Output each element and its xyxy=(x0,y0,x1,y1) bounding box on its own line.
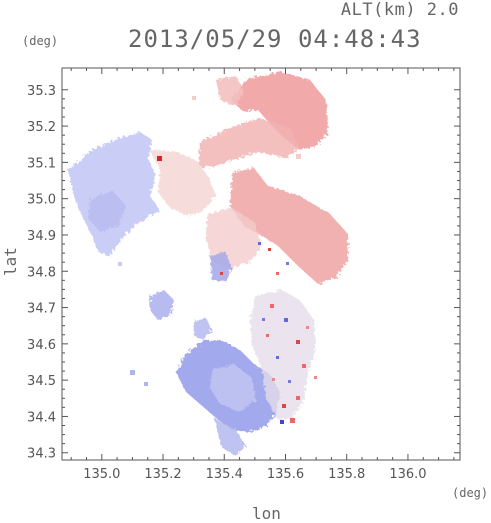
velocity-patch-blue-nw-inner xyxy=(88,190,126,232)
y-tick-label: 34.6 xyxy=(27,338,56,353)
x-tick-label: 135.8 xyxy=(328,467,365,482)
y-tick-label: 35.3 xyxy=(27,84,56,99)
axis-tick-labels: 135.0 135.2 135.4 135.6 135.8 136.0 35.3 35.2 35… xyxy=(27,84,427,482)
altitude-label: ALT(km) 2.0 xyxy=(340,0,459,20)
y-tick-label: 34.8 xyxy=(27,265,56,280)
velocity-patch-blue-w2 xyxy=(194,318,212,340)
velocity-patch-blue-south-light xyxy=(210,364,256,412)
velocity-patch-blue-small xyxy=(210,252,232,282)
x-tick-label: 136.0 xyxy=(389,467,426,482)
velocity-patch-red-n xyxy=(216,76,244,106)
velocity-patch-red-band xyxy=(198,118,300,168)
y-tick-label: 34.7 xyxy=(27,302,56,317)
x-tick-label: 135.4 xyxy=(206,467,243,482)
velocity-patch-red-ne xyxy=(230,72,328,150)
y-tick-label: 35.1 xyxy=(27,156,56,171)
x-axis-unit: (deg) xyxy=(452,486,489,500)
axis-ticks xyxy=(62,68,460,460)
velocity-patch-blue-tail xyxy=(214,418,246,456)
x-tick-label: 135.0 xyxy=(83,467,120,482)
datetime-title: 2013/05/29 04:48:43 xyxy=(128,25,422,53)
y-tick-label: 34.9 xyxy=(27,229,56,244)
velocity-patch-pink-center xyxy=(150,150,216,216)
y-tick-label: 35.2 xyxy=(27,120,56,135)
velocity-speckles xyxy=(118,96,317,424)
y-tick-label: 34.3 xyxy=(27,447,56,462)
x-tick-label: 135.2 xyxy=(144,467,181,482)
x-axis-label: lon xyxy=(252,504,281,523)
y-tick-label: 34.4 xyxy=(27,410,56,425)
velocity-patch-red-center xyxy=(230,168,348,284)
y-tick-label: 35.0 xyxy=(27,193,56,208)
velocity-patch-blue-west xyxy=(150,290,174,320)
y-tick-label: 34.5 xyxy=(27,374,56,389)
velocity-patch-mixed-se xyxy=(250,290,316,420)
plot-frame xyxy=(61,67,461,461)
y-axis-unit: (deg) xyxy=(22,34,59,48)
x-tick-label: 135.6 xyxy=(267,467,304,482)
